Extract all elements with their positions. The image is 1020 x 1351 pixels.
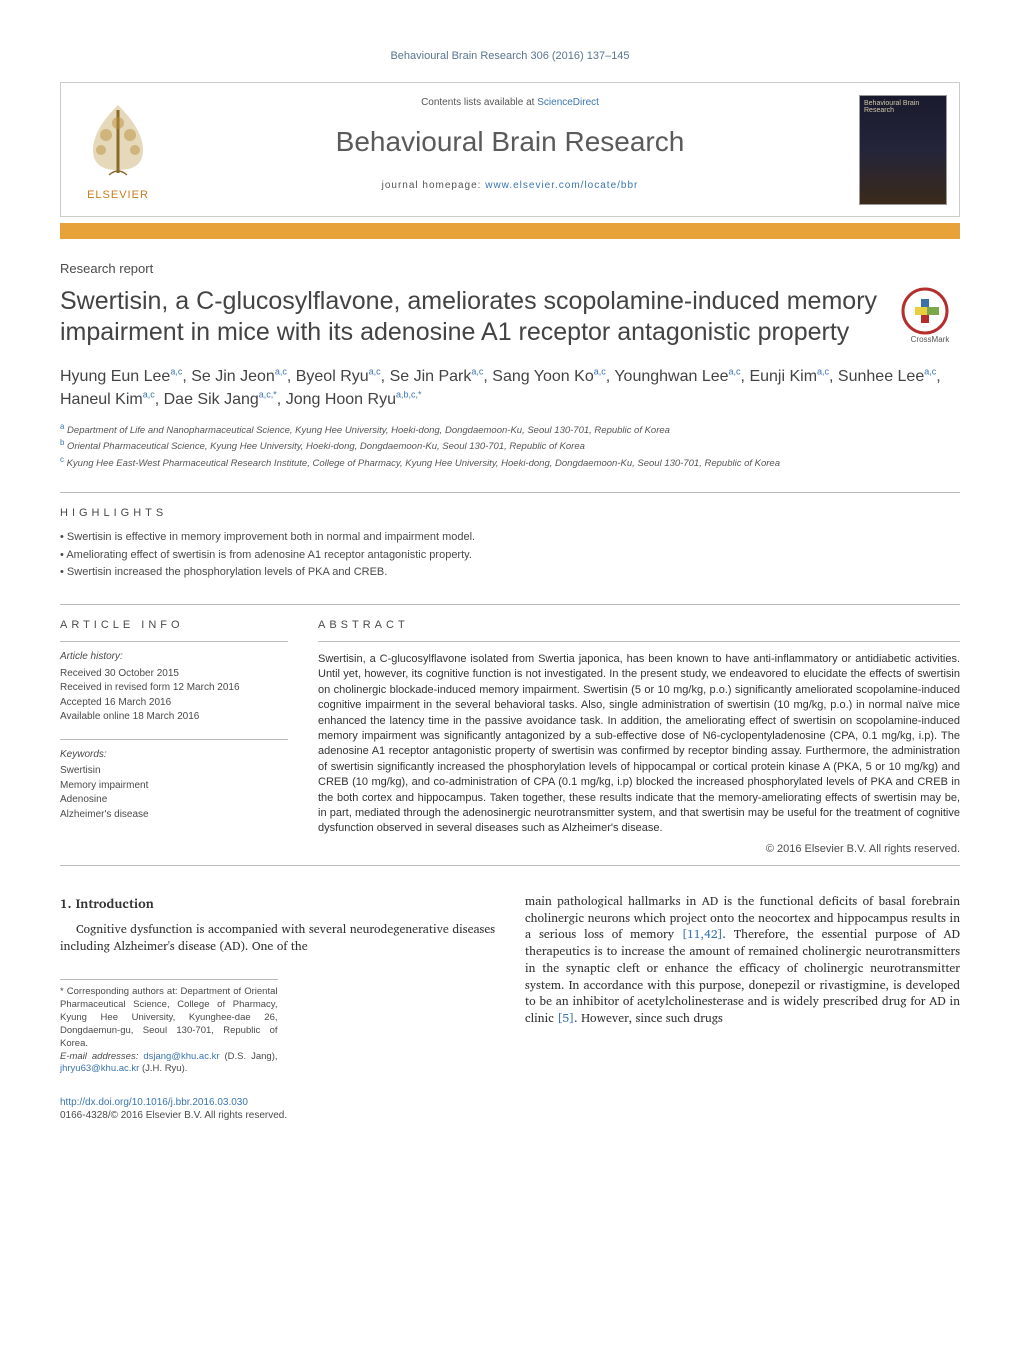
sciencedirect-link[interactable]: ScienceDirect [537, 97, 599, 108]
keyword-item: Alzheimer's disease [60, 808, 288, 823]
journal-homepage-line: journal homepage: www.elsevier.com/locat… [181, 180, 839, 191]
intro-para-1: Cognitive dysfunction is accompanied wit… [60, 922, 495, 956]
journal-cover-thumbnail: Behavioural Brain Research [859, 95, 947, 205]
rule [60, 492, 960, 493]
affiliations: a Department of Life and Nanopharmaceuti… [60, 421, 960, 470]
article-info-label: ARTICLE INFO [60, 619, 288, 631]
accent-bar [60, 223, 960, 239]
crossmark-badge[interactable]: CrossMark [900, 286, 960, 346]
journal-homepage-link[interactable]: www.elsevier.com/locate/bbr [485, 180, 638, 191]
highlight-item: Ameliorating effect of swertisin is from… [60, 547, 960, 565]
issn-copyright: 0166-4328/© 2016 Elsevier B.V. All right… [60, 1109, 960, 1122]
article-body: 1. Introduction Cognitive dysfunction is… [60, 894, 960, 1076]
doi-link[interactable]: http://dx.doi.org/10.1016/j.bbr.2016.03.… [60, 1097, 248, 1108]
footnotes: * Corresponding authors at: Department o… [60, 979, 278, 1076]
page-footer: http://dx.doi.org/10.1016/j.bbr.2016.03.… [60, 1096, 960, 1122]
journal-name: Behavioural Brain Research [181, 126, 839, 158]
rule [60, 604, 960, 605]
section-1-heading: 1. Introduction [60, 894, 495, 912]
email-line: E-mail addresses: dsjang@khu.ac.kr (D.S.… [60, 1051, 278, 1077]
email-link-2[interactable]: jhryu63@khu.ac.kr [60, 1063, 139, 1074]
highlight-item: Swertisin increased the phosphorylation … [60, 564, 960, 582]
abstract-text: Swertisin, a C-glucosylflavone isolated … [318, 641, 960, 837]
svg-text:CrossMark: CrossMark [911, 335, 951, 344]
intro-para-2: main pathological hallmarks in AD is the… [525, 894, 960, 1028]
abstract-copyright: © 2016 Elsevier B.V. All rights reserved… [318, 843, 960, 855]
article-history: Article history: Received 30 October 201… [60, 641, 288, 725]
highlight-item: Swertisin is effective in memory improve… [60, 529, 960, 547]
keyword-item: Memory impairment [60, 779, 288, 794]
keywords-block: Keywords: SwertisinMemory impairmentAden… [60, 739, 288, 823]
keyword-item: Adenosine [60, 793, 288, 808]
elsevier-tree-logo: ELSEVIER [73, 95, 163, 205]
highlights-list: Swertisin is effective in memory improve… [60, 529, 960, 582]
article-title: Swertisin, a C-glucosylflavone, ameliora… [60, 286, 880, 349]
publisher-logo-text: ELSEVIER [87, 189, 149, 201]
highlights-label: HIGHLIGHTS [60, 507, 960, 519]
article-type: Research report [60, 261, 960, 276]
author-list: Hyung Eun Leea,c, Se Jin Jeona,c, Byeol … [60, 365, 960, 411]
running-head: Behavioural Brain Research 306 (2016) 13… [60, 50, 960, 62]
keyword-item: Swertisin [60, 764, 288, 779]
abstract-label: ABSTRACT [318, 619, 960, 631]
email-link-1[interactable]: dsjang@khu.ac.kr [143, 1051, 219, 1062]
rule [60, 865, 960, 866]
contents-available-line: Contents lists available at ScienceDirec… [181, 97, 839, 108]
journal-header: ELSEVIER Contents lists available at Sci… [60, 82, 960, 217]
citation-link[interactable]: [5] [557, 1009, 574, 1028]
corresponding-author-note: * Corresponding authors at: Department o… [60, 986, 278, 1050]
